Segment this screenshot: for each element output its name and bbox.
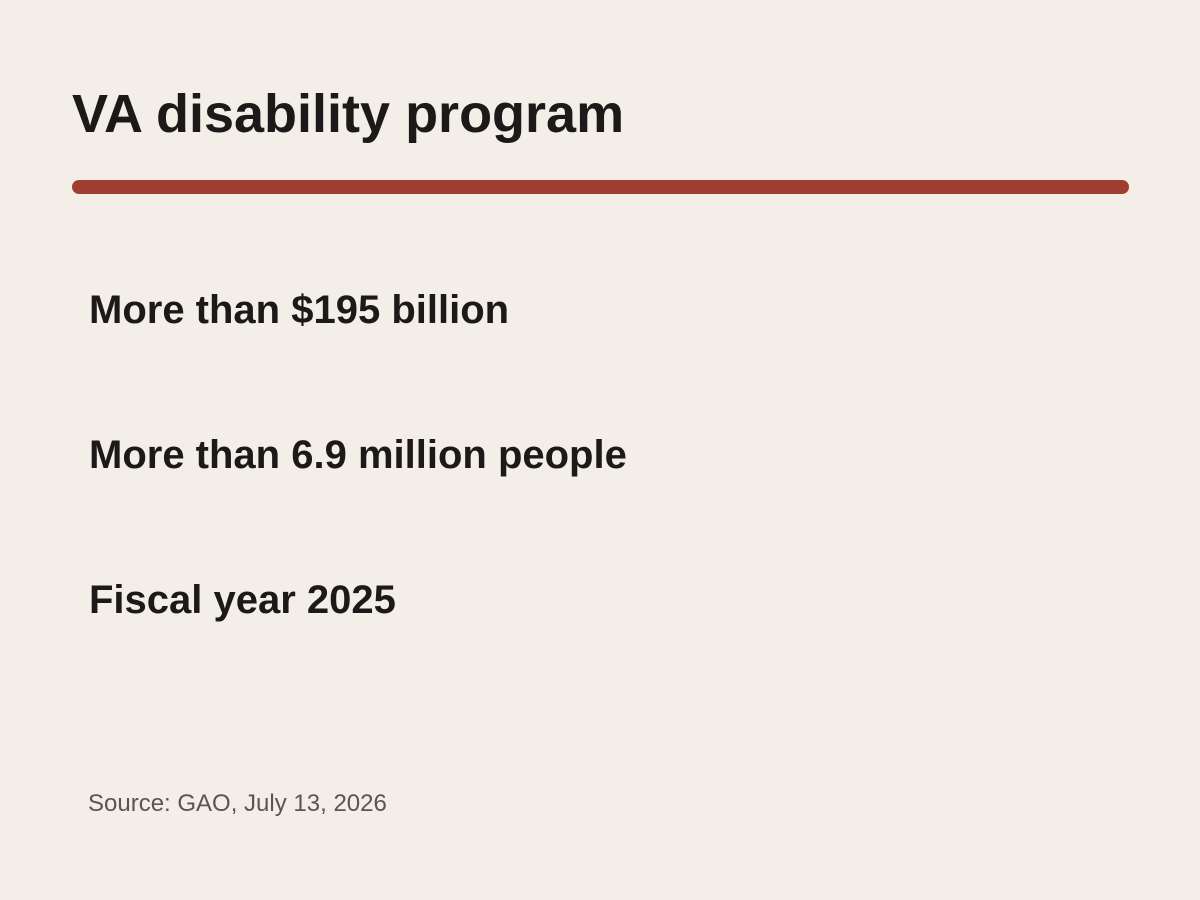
accent-divider xyxy=(72,180,1129,194)
fact-fiscal-year: Fiscal year 2025 xyxy=(89,578,396,622)
page-title: VA disability program xyxy=(72,84,625,144)
source-note: Source: GAO, July 13, 2026 xyxy=(88,790,387,817)
fact-people: More than 6.9 million people xyxy=(89,433,627,477)
fact-amount: More than $195 billion xyxy=(89,288,510,332)
